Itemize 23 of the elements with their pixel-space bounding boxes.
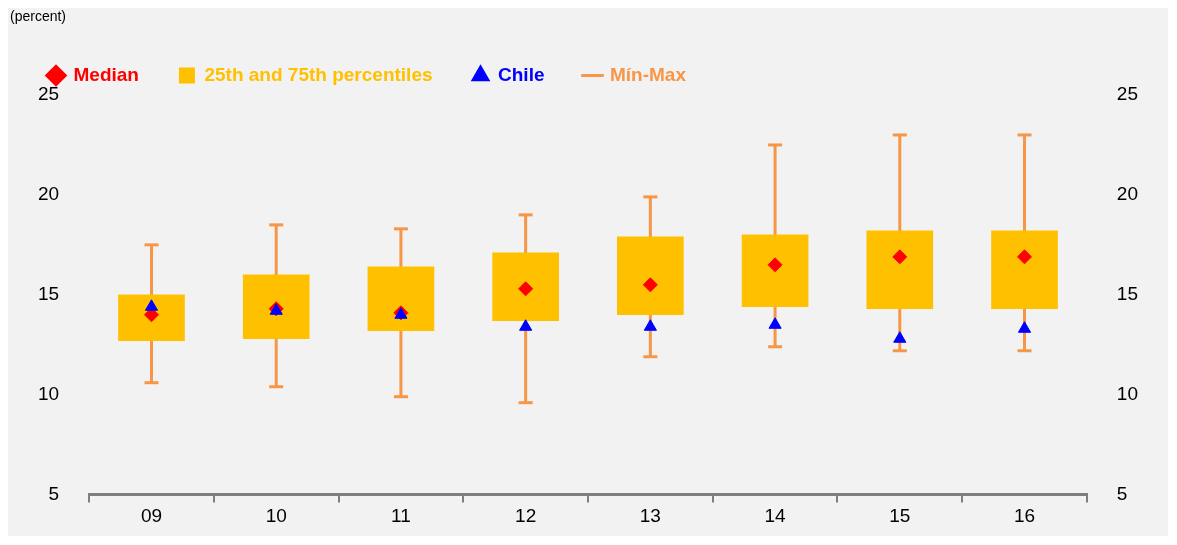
x-tick-label: 11 [391,505,411,527]
legend-label: 25th and 75th percentiles [204,63,433,85]
y2-tick-label: 20 [1116,183,1139,205]
y2-tick-label: 25 [1116,83,1139,105]
y-tick-label: 15 [37,283,60,305]
y-tick-label: 20 [37,183,60,205]
x-tick-label: 16 [1013,505,1036,527]
y-tick-label: 10 [37,382,60,404]
legend-label: Median [73,63,139,85]
y2-tick-label: 5 [1116,482,1128,504]
y2-tick-label: 15 [1116,283,1139,305]
x-tick-label: 14 [764,505,787,527]
y-axis-title: (percent) [10,7,67,24]
x-tick-label: 15 [889,505,911,527]
y-tick-label: 5 [48,482,60,504]
x-tick-label: 10 [265,505,287,527]
x-tick-label: 12 [515,505,537,527]
text: Mín-Max [609,63,687,85]
y2-tick-label: 10 [1116,382,1139,404]
legend-label: Chile [498,63,545,85]
x-tick-label: 09 [140,505,163,527]
y-tick-label: 25 [37,83,60,105]
x-tick-label: 13 [639,505,661,527]
